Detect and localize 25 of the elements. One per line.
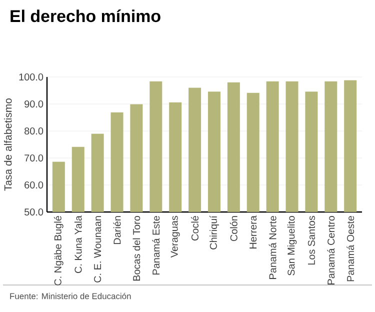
y-tick-label: 80.0: [24, 127, 44, 135]
x-tick-label: Veraguas: [170, 216, 180, 258]
x-tick-label: Chiriquí: [210, 216, 219, 250]
x-tick-label: C. E. Wounaan: [94, 216, 102, 282]
x-tick-label: Colón: [230, 216, 238, 242]
x-tick-label: Panamá Este: [152, 216, 160, 275]
y-tick-label: 60.0: [24, 181, 44, 189]
y-axis-title: Tasa de alfabetismo: [4, 98, 12, 191]
x-tick-label: Panamá Oeste: [346, 216, 354, 282]
x-tick-label: Bocas del Toro: [132, 216, 140, 281]
x-tick-label: Coclé: [191, 216, 198, 240]
x-tick-label: Panamá Centro: [327, 216, 335, 284]
x-tick-label: Panamá Norte: [268, 216, 276, 279]
x-tick-label: San Miguelito: [287, 216, 297, 276]
y-tick-label: 70.0: [24, 154, 44, 162]
chart-title: El derecho mínimo: [10, 10, 160, 22]
x-tick-label: Los Santos: [308, 216, 315, 265]
x-tick-label: C. Kuna Yala: [74, 216, 82, 273]
x-tick-label: C. Ngäbe Buglé: [54, 216, 64, 286]
x-tick-label: Darién: [113, 216, 121, 244]
y-tick-label: 50.0: [24, 208, 44, 216]
x-tick-label: Herrera: [250, 216, 257, 248]
y-tick-label: 90.0: [24, 100, 44, 108]
y-tick-label: 100.0: [19, 73, 44, 81]
source-note: Fuente: Ministerio de Educación: [10, 292, 131, 300]
